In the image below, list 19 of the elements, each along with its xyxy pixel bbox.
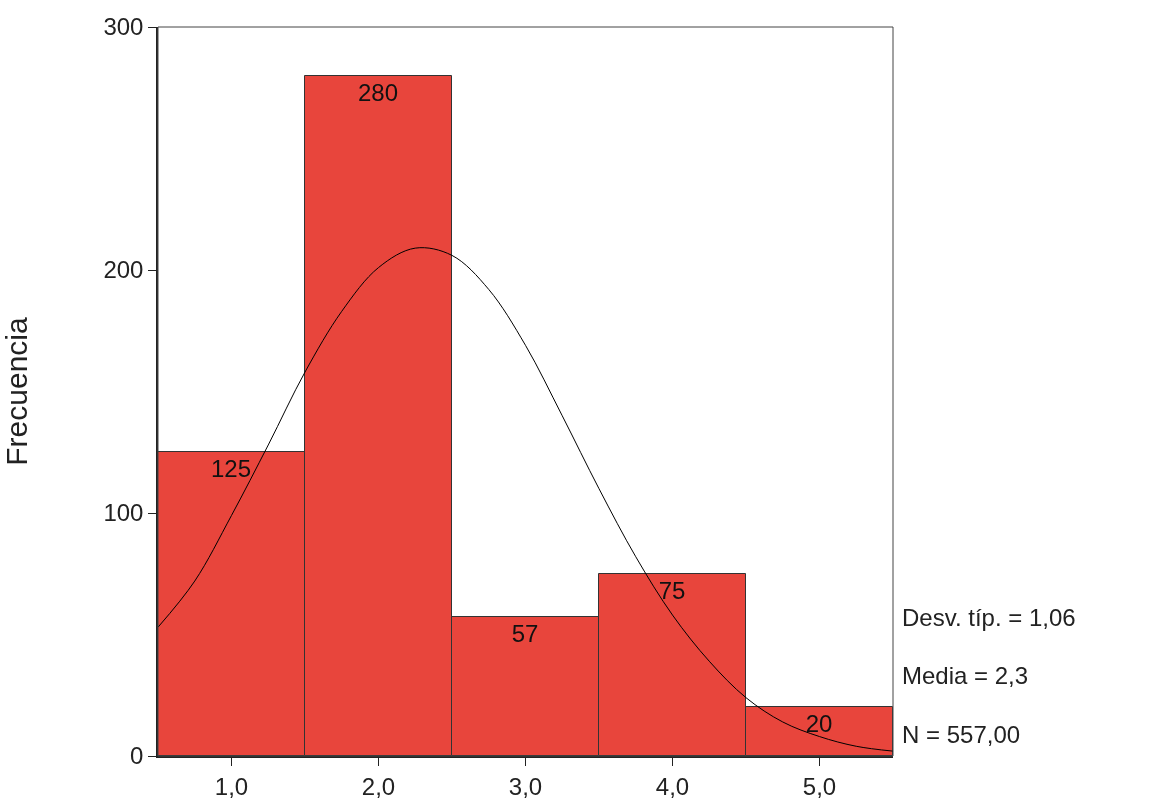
data-label: 280 [357,78,399,106]
y-tick-label: 200 [103,256,144,284]
x-tick-label: 1,0 [214,772,249,800]
y-tick-label: 300 [103,13,144,41]
x-tick-label: 2,0 [361,772,396,800]
data-label: 20 [805,709,833,737]
text: Desv. típ. = 1,06 [902,604,1076,631]
x-tick-label: 4,0 [655,772,690,800]
y-axis-title: Frecuencia [0,316,33,466]
data-label: 125 [210,454,252,482]
x-tick-label: 5,0 [802,772,837,800]
data-label: 75 [658,576,686,604]
text: N = 557,00 [902,721,1021,748]
y-tick-label: 0 [130,742,144,770]
y-tick-label: 100 [103,499,144,527]
data-label: 57 [511,619,539,647]
x-tick-label: 3,0 [508,772,543,800]
text: Media = 2,3 [902,662,1029,689]
line-series [158,247,893,752]
